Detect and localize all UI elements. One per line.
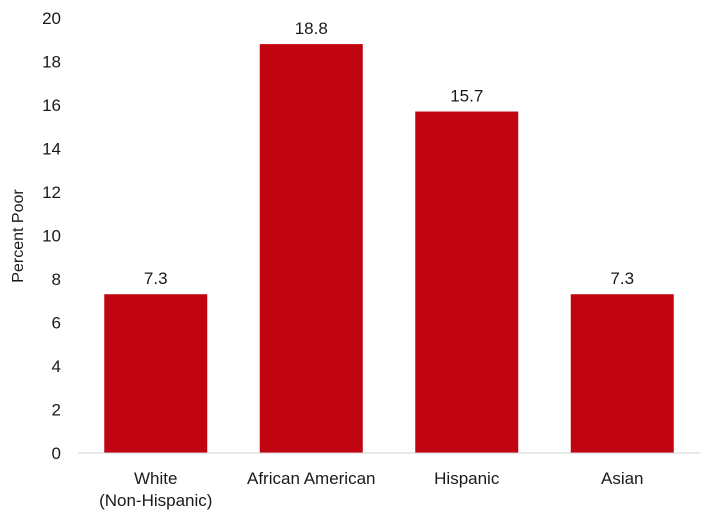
x-tick-label: (Non-Hispanic) <box>99 491 212 510</box>
y-tick-label: 2 <box>52 401 61 420</box>
x-tick-label: African American <box>247 469 376 488</box>
y-tick-label: 8 <box>52 270 61 289</box>
y-axis-title: Percent Poor <box>10 189 27 283</box>
bar <box>570 294 674 453</box>
bar <box>415 111 519 454</box>
bars <box>104 44 674 454</box>
y-tick-label: 0 <box>52 444 61 463</box>
y-tick-label: 14 <box>42 140 61 159</box>
y-tick-label: 16 <box>42 96 61 115</box>
y-tick-label: 12 <box>42 183 61 202</box>
bar <box>259 44 363 453</box>
y-tick-label: 6 <box>52 314 61 333</box>
y-tick-label: 20 <box>42 9 61 28</box>
value-label: 7.3 <box>610 269 634 288</box>
bar <box>104 294 208 453</box>
y-tick-label: 10 <box>42 227 61 246</box>
x-tick-label: White <box>134 469 177 488</box>
y-axis: 0 2 4 6 8 10 12 14 16 18 20 <box>42 9 61 463</box>
value-label: 15.7 <box>450 87 483 106</box>
x-tick-label: Hispanic <box>434 469 500 488</box>
x-axis: White (Non-Hispanic) African American Hispa… <box>78 452 700 510</box>
value-label: 7.3 <box>144 269 168 288</box>
x-tick-label: Asian <box>601 469 644 488</box>
value-label: 18.8 <box>295 19 328 38</box>
value-labels: 7.3 18.8 15.7 7.3 <box>144 19 634 288</box>
y-tick-label: 18 <box>42 53 61 72</box>
y-tick-label: 4 <box>52 357 61 376</box>
